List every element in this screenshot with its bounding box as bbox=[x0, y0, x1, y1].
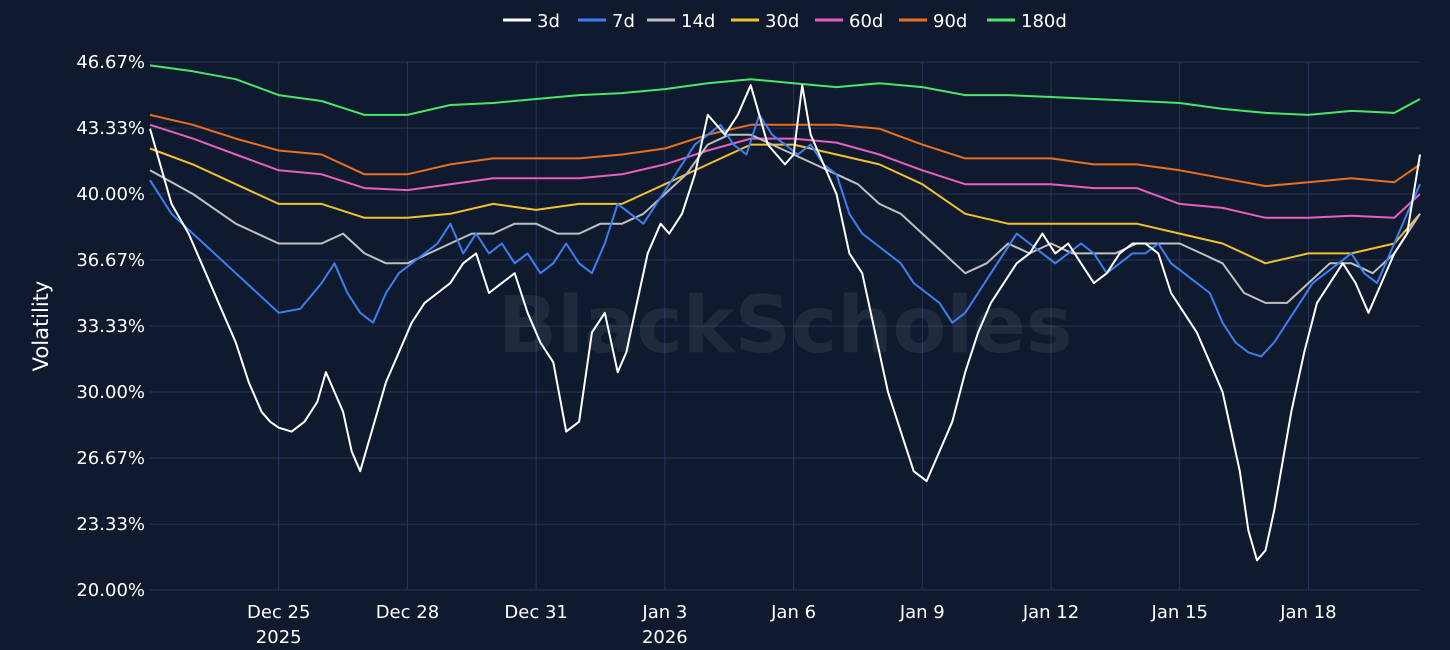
legend-label-7d: 7d bbox=[612, 11, 635, 32]
legend-label-90d: 90d bbox=[933, 11, 967, 32]
watermark-logo: BlackScholes bbox=[498, 281, 1073, 371]
x-tick-label: Jan 9 bbox=[899, 602, 945, 623]
y-tick-label: 36.67% bbox=[76, 250, 145, 271]
legend-label-60d: 60d bbox=[849, 11, 883, 32]
x-axis-ticks: Dec 25 2025 Dec 28 Dec 31 Jan 3 2026 Jan 6 Jan … bbox=[247, 602, 1337, 648]
y-tick-label: 23.33% bbox=[76, 514, 145, 535]
x-tick-label: Jan 3 bbox=[641, 602, 687, 623]
legend: 3d 7d 14d 30d 60d 90d 180d bbox=[503, 11, 1067, 32]
x-tick-label: Jan 12 bbox=[1022, 602, 1079, 623]
x-tick-label: Jan 15 bbox=[1151, 602, 1208, 623]
y-tick-label: 30.00% bbox=[76, 382, 145, 403]
series-lines bbox=[149, 64, 1421, 562]
y-tick-label: 20.00% bbox=[76, 580, 145, 601]
y-axis-title: Volatility bbox=[29, 281, 53, 372]
y-tick-label: 40.00% bbox=[76, 184, 145, 205]
x-tick-label: Dec 31 bbox=[504, 602, 567, 623]
y-axis-ticks: 20.00% 23.33% 26.67% 30.00% 33.33% 36.67% 40.0… bbox=[76, 52, 145, 601]
grid-lines bbox=[150, 61, 1420, 591]
series-line-90d bbox=[149, 113, 1421, 188]
series-line-3d bbox=[149, 84, 1421, 562]
y-tick-label: 43.33% bbox=[76, 118, 145, 139]
series-line-60d bbox=[149, 123, 1421, 219]
x-tick-label: Jan 6 bbox=[770, 602, 816, 623]
legend-label-14d: 14d bbox=[681, 11, 715, 32]
y-tick-label: 33.33% bbox=[76, 316, 145, 337]
series-line-7d bbox=[149, 113, 1421, 358]
y-tick-label: 26.67% bbox=[76, 448, 145, 469]
x-tick-label: Dec 28 bbox=[376, 602, 439, 623]
legend-label-30d: 30d bbox=[765, 11, 799, 32]
x-tick-year-label: 2025 bbox=[256, 627, 302, 648]
series-line-180d bbox=[149, 64, 1421, 116]
legend-label-3d: 3d bbox=[537, 11, 560, 32]
x-tick-year-label: 2026 bbox=[642, 627, 688, 648]
x-tick-label: Jan 18 bbox=[1279, 602, 1336, 623]
legend-label-180d: 180d bbox=[1021, 11, 1067, 32]
x-tick-label: Dec 25 bbox=[247, 602, 310, 623]
y-tick-label: 46.67% bbox=[76, 52, 145, 73]
series-line-30d bbox=[149, 143, 1421, 265]
